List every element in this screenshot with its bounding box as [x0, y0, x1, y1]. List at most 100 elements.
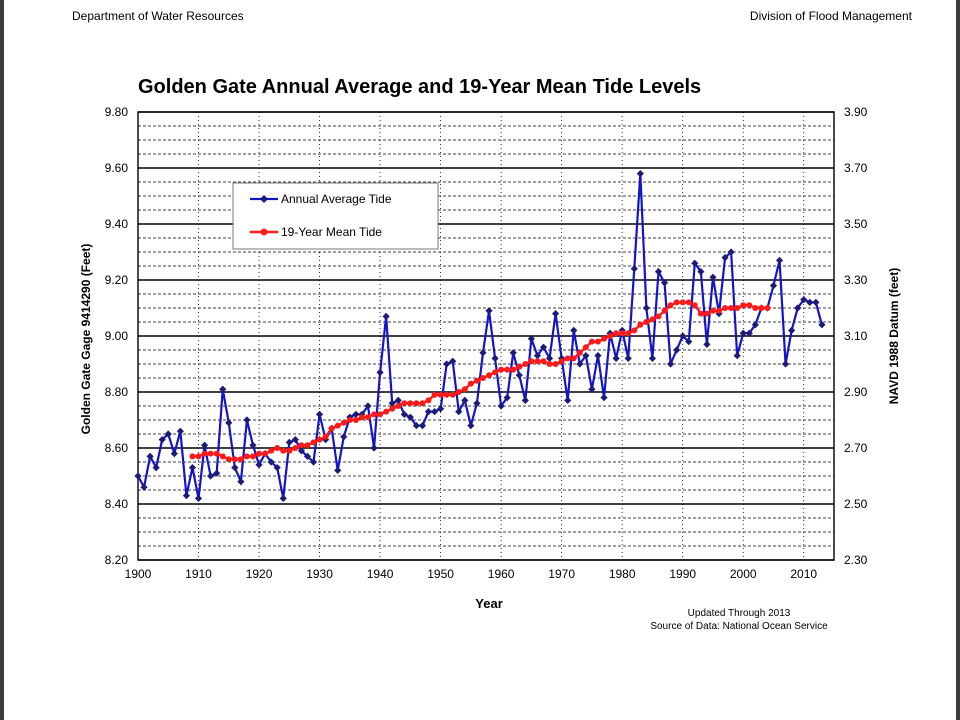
annual-average-point — [455, 408, 463, 416]
annual-average-point — [146, 452, 154, 460]
annual-average-point — [285, 438, 293, 446]
annual-average-point — [588, 385, 596, 393]
annual-average-point — [654, 268, 663, 276]
mean-tide-point — [649, 316, 656, 323]
annual-average-point — [194, 494, 203, 502]
mean-tide-point — [292, 445, 299, 451]
mean-tide-point — [576, 349, 583, 356]
annual-average-point — [249, 441, 257, 449]
mean-tide-point — [534, 358, 541, 365]
mean-tide-point — [437, 391, 444, 398]
annual-average-point — [231, 464, 239, 472]
y-tick-label: 9.80 — [105, 105, 129, 119]
mean-tide-point — [268, 447, 275, 454]
footnote-updated: Updated Through 2013 — [687, 608, 791, 619]
annual-average-point — [582, 352, 590, 360]
annual-average-point — [176, 427, 184, 435]
annual-average-point — [424, 408, 433, 416]
annual-average-point — [370, 444, 378, 452]
mean-tide-point — [358, 414, 365, 421]
legend-swatch-annual-marker — [260, 195, 268, 203]
mean-tide-point — [249, 453, 256, 460]
mean-tide-point — [298, 442, 305, 449]
annual-average-point — [188, 464, 197, 472]
y-right-tick-label: 3.70 — [844, 161, 868, 175]
annual-average-point — [213, 469, 221, 477]
mean-tide-point — [352, 417, 359, 423]
annual-average-point — [437, 405, 445, 413]
annual-average-point — [691, 259, 699, 267]
annual-average-point — [636, 170, 644, 178]
mean-tide-point — [262, 450, 269, 457]
annual-average-point — [697, 268, 705, 276]
mean-tide-point — [697, 310, 704, 317]
mean-tide-point — [237, 456, 244, 463]
annual-average-point — [570, 326, 578, 334]
mean-tide-point — [709, 307, 716, 314]
annual-average-point — [527, 335, 535, 343]
annual-average-point — [473, 399, 481, 407]
right-frame-edge — [956, 0, 960, 720]
mean-tide-point — [722, 305, 729, 311]
y-right-tick-label: 3.10 — [844, 329, 868, 343]
annual-average-point — [461, 396, 469, 404]
mean-tide-point — [225, 456, 232, 463]
mean-tide-point — [601, 335, 608, 342]
mean-tide-point — [613, 330, 620, 337]
annual-average-point — [303, 452, 312, 460]
annual-average-point — [612, 354, 620, 362]
x-tick-label: 2000 — [730, 567, 757, 581]
annual-average-point — [273, 464, 281, 472]
mean-tide-point — [383, 408, 390, 415]
mean-tide-point — [558, 358, 565, 365]
mean-tide-point — [498, 366, 505, 373]
mean-tide-point — [570, 355, 577, 362]
mean-tide-point — [631, 327, 638, 334]
mean-tide-point — [492, 369, 499, 376]
annual-average-point — [751, 321, 759, 329]
mean-tide-point — [673, 299, 680, 306]
annual-average-point — [709, 273, 717, 281]
mean-tide-point — [528, 358, 535, 365]
annual-average-point — [376, 368, 384, 376]
annual-average-point — [297, 447, 306, 455]
annual-average-point — [503, 394, 511, 402]
mean-tide-point — [371, 411, 378, 418]
annual-average-point — [642, 304, 650, 312]
annual-average-point — [291, 436, 299, 444]
mean-tide-point — [734, 305, 741, 311]
mean-tide-point — [431, 391, 438, 398]
mean-tide-point — [564, 355, 571, 362]
mean-tide-point — [322, 433, 329, 440]
annual-average-point — [509, 349, 517, 357]
annual-average-point — [164, 430, 172, 438]
series-line-annual-average — [137, 173, 823, 499]
mean-tide-point — [607, 333, 614, 339]
mean-tide-point — [643, 319, 650, 325]
mean-tide-point — [588, 338, 595, 345]
mean-tide-point — [764, 305, 771, 311]
y-right-tick-label: 3.90 — [844, 105, 868, 119]
annual-average-point — [315, 410, 324, 418]
annual-average-point — [673, 346, 681, 354]
annual-average-point — [745, 329, 753, 337]
annual-average-point — [140, 483, 148, 491]
mean-tide-point — [661, 307, 668, 314]
annual-average-point — [394, 396, 402, 404]
mean-tide-point — [346, 417, 353, 423]
mean-tide-point — [407, 400, 414, 407]
annual-average-point — [552, 310, 560, 318]
header-division: Division of Flood Management — [749, 9, 912, 23]
mean-tide-point — [219, 453, 226, 460]
mean-tide-point — [479, 375, 486, 381]
annual-average-point — [255, 461, 263, 469]
x-tick-label: 1930 — [306, 567, 333, 581]
annual-average-point — [794, 304, 802, 312]
annual-average-point — [775, 256, 784, 264]
x-tick-label: 1950 — [427, 567, 454, 581]
mean-tide-point — [546, 361, 553, 367]
x-tick-label: 1980 — [609, 567, 636, 581]
mean-tide-point — [522, 361, 529, 367]
annual-average-point — [806, 298, 814, 306]
mean-tide-point — [679, 299, 686, 306]
